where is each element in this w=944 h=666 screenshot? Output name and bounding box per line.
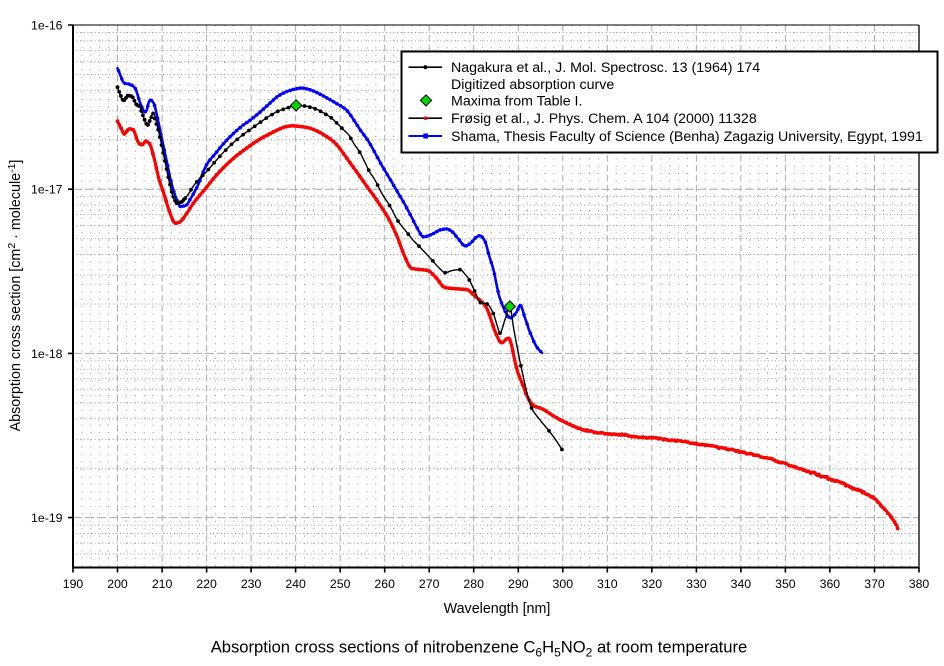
svg-text:Shama, Thesis Faculty of Scien: Shama, Thesis Faculty of Science (Benha)… [451, 129, 923, 145]
svg-text:Wavelength [nm]: Wavelength [nm] [444, 601, 551, 617]
svg-text:250: 250 [330, 577, 351, 591]
svg-text:320: 320 [642, 577, 663, 591]
svg-text:300: 300 [553, 577, 574, 591]
svg-text:200: 200 [107, 577, 128, 591]
svg-text:290: 290 [508, 577, 529, 591]
svg-text:230: 230 [241, 577, 262, 591]
svg-text:1e-16: 1e-16 [31, 19, 63, 33]
svg-text:270: 270 [419, 577, 440, 591]
svg-text:260: 260 [374, 577, 395, 591]
svg-text:330: 330 [686, 577, 707, 591]
svg-text:310: 310 [597, 577, 618, 591]
svg-text:280: 280 [463, 577, 484, 591]
svg-text:1e-17: 1e-17 [31, 183, 63, 197]
svg-text:360: 360 [820, 577, 841, 591]
svg-text:190: 190 [63, 577, 84, 591]
svg-text:370: 370 [864, 577, 885, 591]
svg-text:Absorption cross section [cm2: Absorption cross section [cm2 · molecule… [6, 160, 24, 432]
svg-text:Maxima from Table I.: Maxima from Table I. [451, 93, 582, 109]
svg-text:Digitized absorption curve: Digitized absorption curve [451, 77, 614, 93]
svg-text:Absorption cross sections of n: Absorption cross sections of nitrobenzen… [211, 638, 748, 660]
svg-text:350: 350 [775, 577, 796, 591]
svg-text:380: 380 [909, 577, 930, 591]
svg-text:340: 340 [731, 577, 752, 591]
svg-text:1e-19: 1e-19 [31, 511, 63, 525]
svg-text:Nagakura et al., J. Mol. Spect: Nagakura et al., J. Mol. Spectrosc. 13 (… [451, 60, 760, 76]
svg-text:1e-18: 1e-18 [31, 347, 63, 361]
svg-text:210: 210 [152, 577, 173, 591]
svg-text:Frøsig et al., J. Phys. Chem.: Frøsig et al., J. Phys. Chem. A 104 (200… [451, 111, 757, 127]
svg-text:240: 240 [285, 577, 306, 591]
svg-text:220: 220 [196, 577, 217, 591]
